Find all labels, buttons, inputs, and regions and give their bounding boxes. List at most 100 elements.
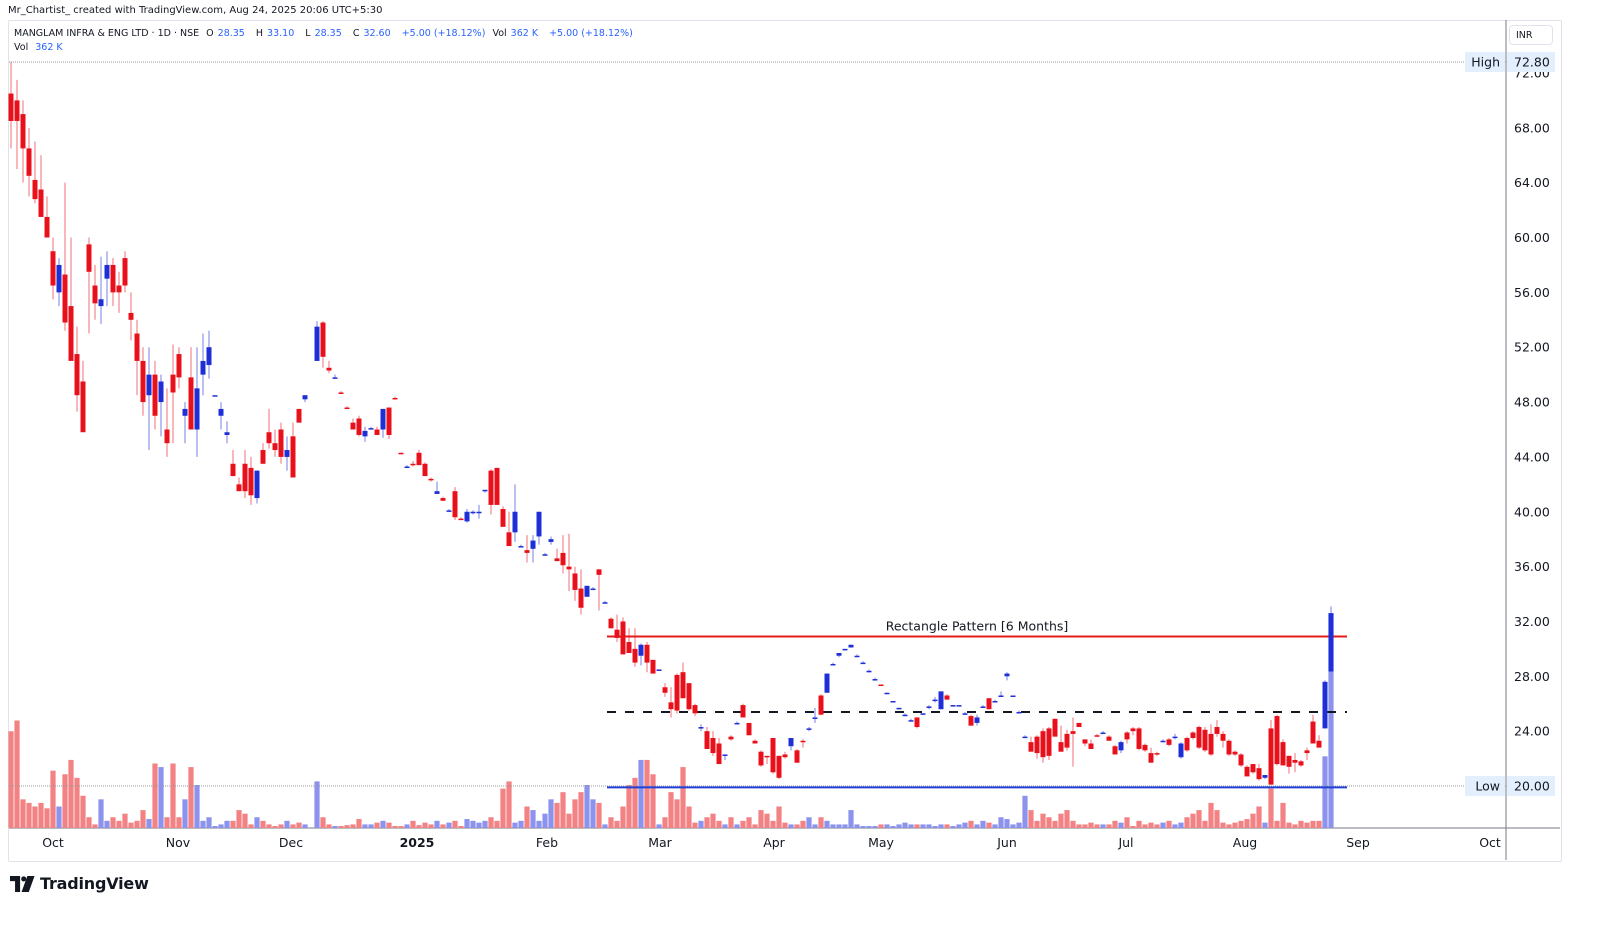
candle [158, 374, 164, 437]
time-tick-label: Mar [648, 835, 672, 850]
volume-bar [1214, 810, 1220, 828]
candle [338, 391, 344, 394]
volume-bar [518, 820, 524, 828]
volume-bar [140, 810, 146, 828]
candle-body [314, 326, 320, 361]
candle-body [452, 491, 458, 518]
candle [68, 237, 74, 361]
time-tick-label: Oct [42, 835, 64, 850]
candle [776, 755, 782, 780]
candle-body [710, 738, 716, 754]
volume-bar [902, 822, 908, 828]
time-tick-label: Oct [1479, 835, 1501, 850]
volume-bar [758, 810, 764, 828]
volume-bar [80, 795, 86, 828]
volume-bar [1148, 822, 1154, 828]
candle-body [1130, 728, 1136, 732]
candle-body [1010, 695, 1016, 698]
candle [746, 722, 752, 736]
candle-body [62, 274, 68, 323]
volume-bar [626, 785, 632, 828]
candle [212, 395, 218, 397]
volume-bar [374, 822, 380, 828]
volume-bar [644, 759, 650, 828]
symbol-name[interactable]: MANGLAM INFRA & ENG LTD · 1D · NSE [14, 28, 200, 39]
candle-body [746, 722, 752, 736]
volume-bar [212, 826, 218, 828]
candle [476, 504, 482, 519]
candle [80, 360, 86, 433]
volume-bar [188, 767, 194, 828]
candle [404, 465, 410, 469]
legend-change-2: +5.00 (+18.12%) [549, 28, 633, 39]
candle-body [842, 648, 848, 651]
candle-body [824, 673, 830, 693]
volume-bar [320, 817, 326, 828]
volume-bar [158, 767, 164, 828]
candle-body [518, 546, 524, 548]
price-tick-label: 48.00 [1514, 395, 1550, 410]
candle-body [176, 354, 182, 378]
candle [902, 713, 908, 717]
candle-body [392, 397, 398, 400]
volume-bar [680, 767, 686, 828]
candle-body [1052, 718, 1058, 737]
high-low-lines [9, 61, 1506, 787]
currency-label[interactable]: INR [1509, 25, 1553, 45]
volume-bar [446, 822, 452, 828]
candle-body [500, 509, 506, 527]
volume-bar [950, 826, 956, 828]
candle-body [1316, 740, 1322, 748]
time-axis[interactable]: Oct Nov Dec 2025 Feb Mar Apr May Jun Jul Aug Sep Oct [42, 835, 1501, 850]
candle [992, 699, 998, 703]
candle [1028, 736, 1034, 752]
candle-body [578, 588, 584, 608]
time-tick-label: Feb [536, 835, 558, 850]
candle-body [248, 467, 254, 496]
candle [1034, 735, 1040, 759]
candle-body [110, 264, 116, 293]
candle [812, 707, 818, 723]
candle [386, 407, 392, 440]
volume-indicator-label[interactable]: Vol [14, 42, 29, 53]
volume-bar [968, 820, 974, 828]
candle [314, 321, 320, 361]
candle [500, 506, 506, 527]
candle [434, 481, 440, 494]
candle-body [1208, 733, 1214, 755]
candle-body [1292, 759, 1298, 763]
candle-body [548, 539, 554, 542]
candle-body [758, 751, 764, 766]
tradingview-logo[interactable]: TradingView [10, 874, 149, 893]
volume-bar [704, 817, 710, 828]
candle [968, 714, 974, 726]
candle-body [158, 381, 164, 403]
candle [518, 544, 524, 548]
candle [320, 321, 326, 368]
candle-body [350, 422, 356, 430]
candle [1304, 747, 1310, 760]
candle-body [320, 322, 326, 357]
candle-body [1274, 716, 1280, 765]
volume-bar [590, 799, 596, 828]
candle [662, 683, 668, 697]
candle [428, 477, 434, 482]
volume-bar [1022, 795, 1028, 828]
candle [362, 426, 368, 442]
candle-body [278, 429, 284, 457]
candle-body [1304, 750, 1310, 754]
candle-body [92, 285, 98, 304]
candle [458, 517, 464, 521]
volume-bar [314, 781, 320, 828]
price-axis[interactable]: 72.0068.0064.0060.0056.0052.0048.0044.00… [1465, 52, 1555, 796]
candle-body [1202, 729, 1208, 751]
candle [284, 436, 290, 471]
legend-change: +5.00 (+18.12%) [401, 28, 486, 39]
volume-bar [1292, 824, 1298, 828]
candle [176, 347, 182, 389]
volume-bar [1244, 819, 1250, 828]
volume-bar [380, 820, 386, 828]
candle [1160, 739, 1166, 743]
candle [1316, 735, 1322, 748]
